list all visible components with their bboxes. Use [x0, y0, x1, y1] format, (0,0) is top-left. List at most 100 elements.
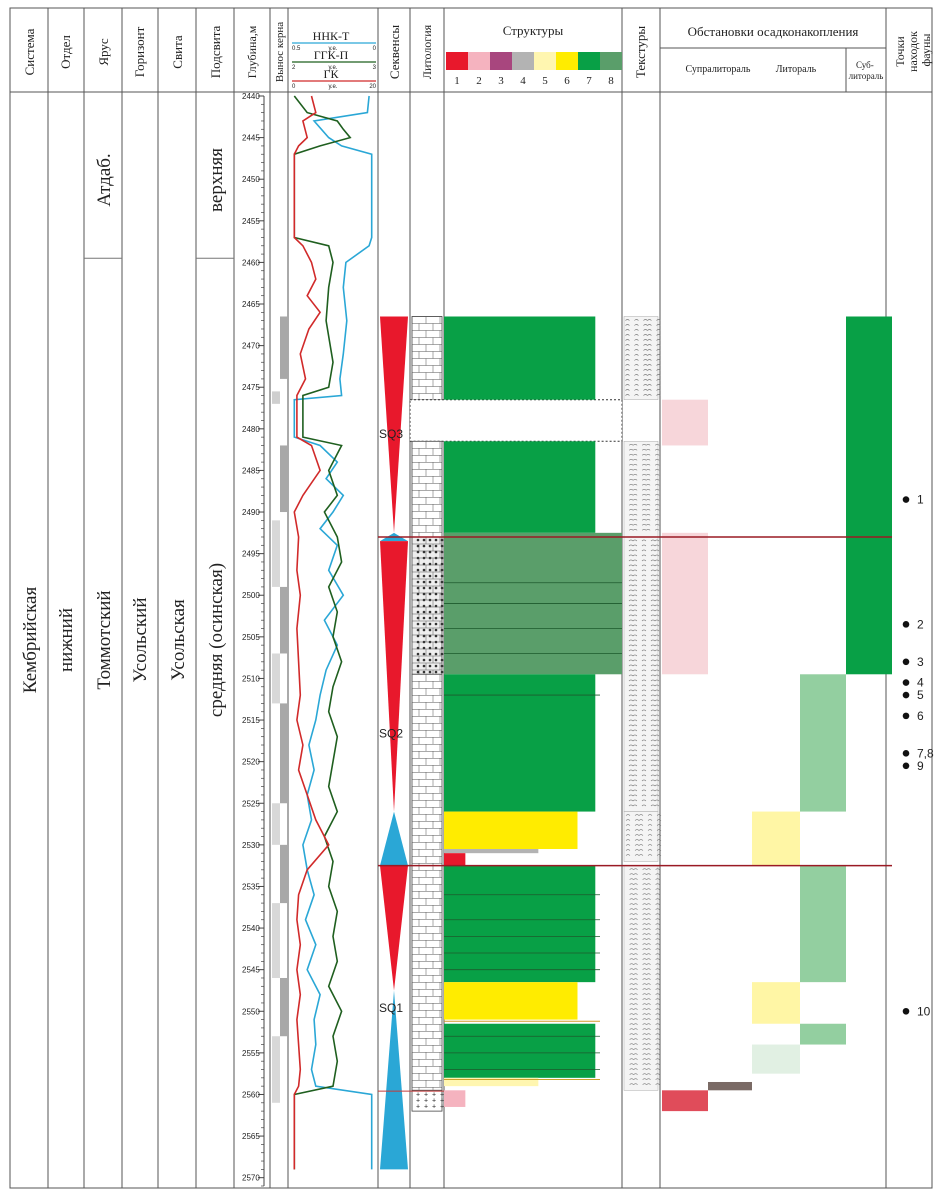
texture-mark — [650, 679, 656, 682]
breccia-clast — [440, 604, 444, 608]
breccia-clast — [440, 592, 444, 596]
texture-mark — [642, 1018, 647, 1020]
sequence-triangle — [380, 990, 408, 1170]
texture-mark — [655, 1043, 660, 1045]
texture-mark — [642, 998, 647, 1000]
texture-mark — [646, 948, 651, 950]
texture-mark — [647, 329, 652, 331]
texture-mark — [633, 1043, 638, 1045]
texture-mark — [654, 599, 660, 602]
texture-mark — [647, 374, 652, 376]
texture-mark — [629, 938, 634, 940]
texture-mark — [655, 993, 660, 995]
env-sub-sublittoral-line1: Суб- — [856, 60, 874, 70]
texture-mark — [641, 454, 647, 456]
texture-mark — [625, 319, 630, 321]
texture-mark — [634, 849, 640, 851]
texture-mark — [642, 1083, 647, 1085]
texture-mark — [625, 839, 631, 841]
breccia-clast — [440, 640, 444, 644]
texture-mark — [633, 1038, 638, 1040]
texture-mark — [628, 459, 634, 461]
texture-mark — [632, 449, 638, 451]
header-fauna: Точки находок фауны — [893, 28, 933, 72]
texture-mark — [643, 329, 648, 331]
texture-mark — [654, 524, 660, 526]
log-legend-max: 0 — [373, 46, 377, 52]
texture-mark — [632, 724, 638, 727]
texture-mark — [632, 554, 638, 557]
texture-mark — [646, 1048, 651, 1050]
texture-mark — [632, 509, 638, 511]
breccia-clast — [422, 622, 426, 626]
core-interval — [272, 903, 280, 978]
texture-mark — [633, 1058, 638, 1060]
texture-mark — [633, 1063, 638, 1065]
texture-mark — [643, 394, 648, 396]
texture-mark — [634, 824, 640, 826]
texture-mark — [655, 998, 660, 1000]
texture-mark — [632, 599, 638, 602]
texture-mark — [641, 764, 647, 767]
breccia-clast — [440, 538, 444, 542]
sequence-boundaries — [378, 536, 892, 1092]
texture-mark — [632, 649, 638, 652]
structure-bar — [444, 811, 578, 850]
texture-mark — [641, 519, 647, 521]
breccia-clast — [428, 574, 432, 578]
texture-mark — [650, 539, 656, 542]
texture-mark — [646, 988, 651, 990]
texture-mark — [628, 519, 634, 521]
texture-mark — [642, 958, 647, 960]
breccia-clast — [440, 562, 444, 566]
texture-mark — [633, 1008, 638, 1010]
texture-mark — [629, 1048, 634, 1050]
texture-mark — [625, 344, 630, 346]
lithology-column: + + + ++ + + ++ + + + — [409, 316, 623, 1112]
fauna-point-label: 5 — [917, 688, 924, 702]
texture-mark — [643, 369, 648, 371]
texture-mark — [629, 873, 634, 875]
texture-mark — [645, 514, 651, 516]
breccia-clast — [428, 652, 432, 656]
texture-mark — [632, 779, 638, 782]
texture-mark — [643, 319, 648, 321]
texture-mark — [633, 898, 638, 900]
texture-mark — [647, 849, 653, 851]
texture-mark — [654, 609, 660, 612]
texture-mark — [628, 484, 634, 486]
texture-mark — [650, 619, 656, 622]
texture-mark — [655, 983, 660, 985]
texture-mark — [642, 918, 647, 920]
breccia-clast — [422, 604, 426, 608]
texture-mark — [655, 978, 660, 980]
structure-legend-number: 8 — [608, 75, 614, 87]
breccia-clast — [434, 592, 438, 596]
texture-mark — [628, 614, 634, 617]
texture-mark — [634, 834, 640, 836]
lithology-interval — [411, 673, 443, 1091]
texture-mark — [625, 854, 631, 856]
core-interval — [272, 520, 280, 587]
texture-mark — [641, 629, 647, 632]
breccia-clast — [416, 646, 420, 650]
texture-mark — [628, 574, 634, 577]
texture-interval — [623, 536, 659, 812]
depth-tick-label: 2440 — [242, 92, 260, 101]
texture-mark — [646, 873, 651, 875]
salt-cross: + — [432, 1091, 436, 1098]
texture-mark — [650, 749, 656, 752]
texture-mark — [633, 938, 638, 940]
texture-mark — [647, 364, 652, 366]
texture-mark — [645, 484, 651, 486]
texture-mark — [655, 948, 660, 950]
texture-mark — [655, 1073, 660, 1075]
texture-mark — [625, 369, 630, 371]
breccia-clast — [440, 670, 444, 674]
texture-mark — [641, 569, 647, 572]
texture-mark — [632, 734, 638, 737]
breccia-clast — [422, 640, 426, 644]
texture-mark — [633, 883, 638, 885]
core-interval — [280, 844, 288, 904]
